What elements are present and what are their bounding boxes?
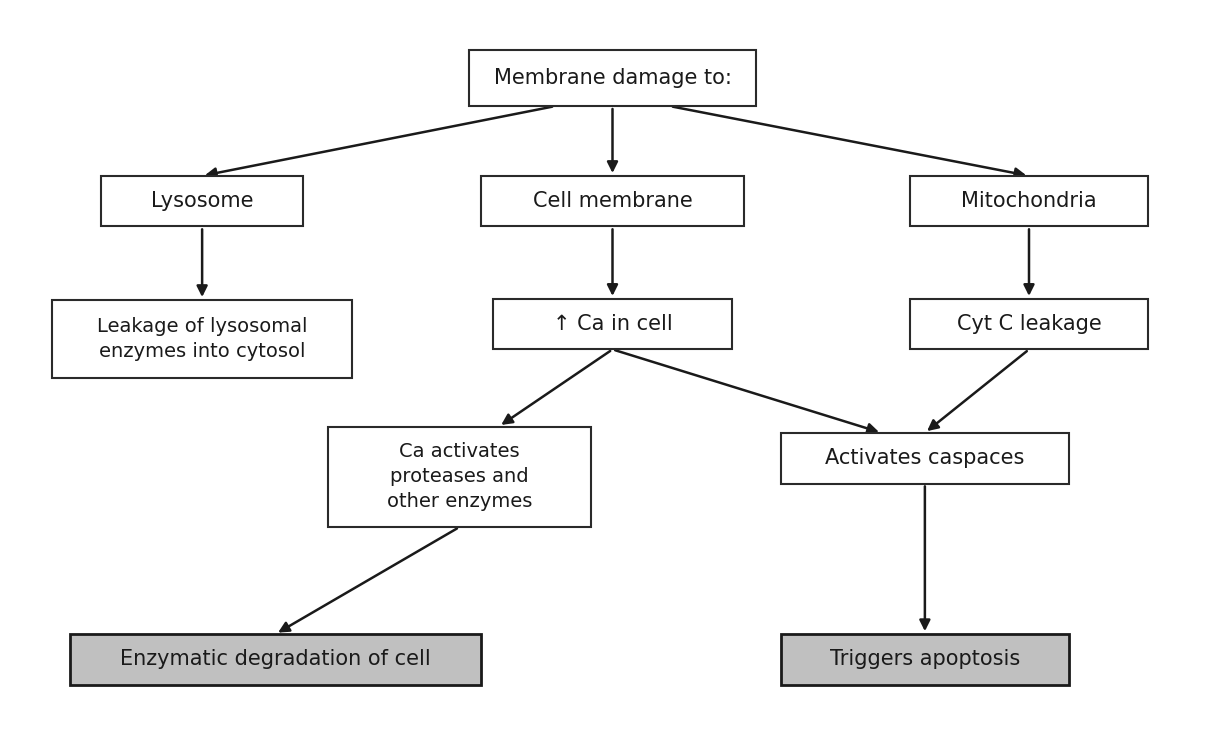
- Text: Leakage of lysosomal
enzymes into cytosol: Leakage of lysosomal enzymes into cytoso…: [97, 317, 307, 361]
- FancyBboxPatch shape: [782, 433, 1068, 484]
- Text: Cyt C leakage: Cyt C leakage: [957, 314, 1101, 334]
- FancyBboxPatch shape: [71, 634, 480, 685]
- Text: ↑ Ca in cell: ↑ Ca in cell: [552, 314, 673, 334]
- FancyBboxPatch shape: [909, 176, 1149, 226]
- Text: Mitochondria: Mitochondria: [962, 191, 1096, 211]
- Text: Membrane damage to:: Membrane damage to:: [494, 69, 731, 88]
- FancyBboxPatch shape: [328, 426, 592, 527]
- FancyBboxPatch shape: [53, 299, 353, 378]
- Text: Ca activates
proteases and
other enzymes: Ca activates proteases and other enzymes: [387, 443, 532, 511]
- Text: Enzymatic degradation of cell: Enzymatic degradation of cell: [120, 650, 431, 669]
- Text: Activates caspaces: Activates caspaces: [826, 448, 1024, 468]
- FancyBboxPatch shape: [909, 299, 1149, 349]
- FancyBboxPatch shape: [492, 299, 731, 349]
- Text: Cell membrane: Cell membrane: [533, 191, 692, 211]
- Text: Triggers apoptosis: Triggers apoptosis: [829, 650, 1020, 669]
- FancyBboxPatch shape: [782, 634, 1068, 685]
- FancyBboxPatch shape: [100, 176, 304, 226]
- FancyBboxPatch shape: [480, 176, 745, 226]
- Text: Lysosome: Lysosome: [151, 191, 254, 211]
- FancyBboxPatch shape: [468, 51, 756, 107]
